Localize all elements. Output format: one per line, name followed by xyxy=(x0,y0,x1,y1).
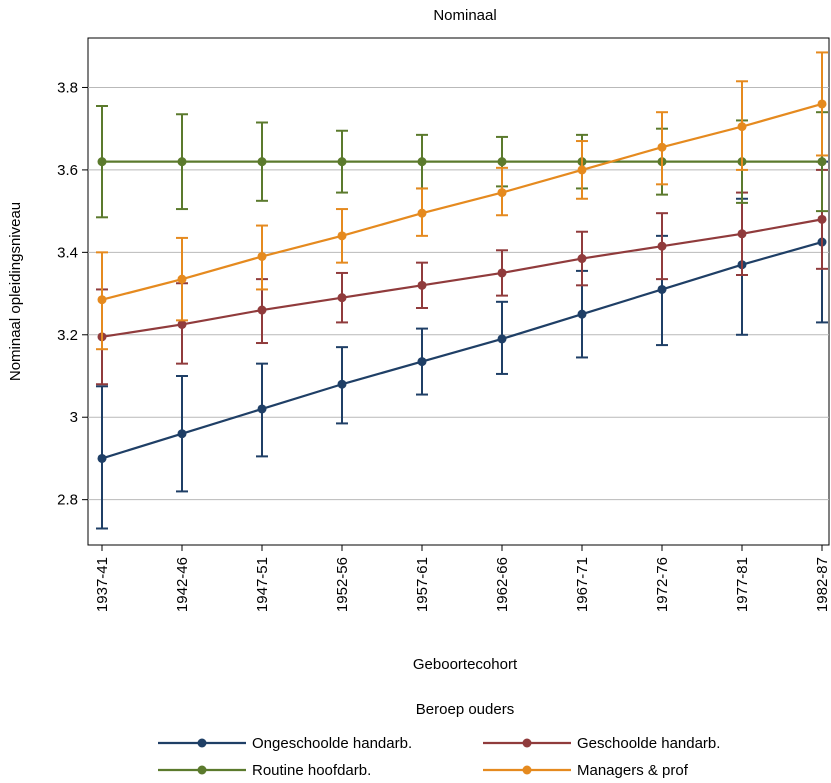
data-point xyxy=(577,254,587,264)
legend-marker xyxy=(197,738,207,748)
y-tick-label: 2.8 xyxy=(57,492,78,509)
x-tick-label: 1952-56 xyxy=(334,557,351,612)
series-line xyxy=(101,240,823,460)
data-point xyxy=(177,319,187,329)
series-layer xyxy=(96,51,828,530)
data-point xyxy=(97,453,107,463)
x-tick-label: 1962-66 xyxy=(494,557,511,612)
data-point xyxy=(577,309,587,319)
data-point xyxy=(497,268,507,278)
data-point xyxy=(497,334,507,344)
y-axis-label: Nominaal opleidingsniveau xyxy=(7,202,24,381)
data-point xyxy=(817,157,827,167)
legend-item: Geschoolde handarb. xyxy=(483,735,720,752)
data-point xyxy=(177,429,187,439)
data-point xyxy=(497,188,507,198)
legend-item: Routine hoofdarb. xyxy=(158,762,371,779)
y-tick-label: 3.4 xyxy=(57,244,78,261)
data-point xyxy=(417,157,427,167)
series-line xyxy=(101,102,823,301)
legend-item: Ongeschoolde handarb. xyxy=(158,735,412,752)
x-tick-label: 1947-51 xyxy=(254,557,271,612)
series-1 xyxy=(96,160,828,530)
data-point xyxy=(97,157,107,167)
x-tick-label: 1977-81 xyxy=(734,557,751,612)
legend: Ongeschoolde handarb. Geschoolde handarb.… xyxy=(158,735,720,779)
series-line xyxy=(101,218,823,338)
data-point xyxy=(97,295,107,305)
data-point xyxy=(737,122,747,132)
data-point xyxy=(417,280,427,290)
legend-label: Routine hoofdarb. xyxy=(252,762,371,779)
legend-label: Managers & prof xyxy=(577,762,689,779)
chart-title: Nominaal xyxy=(433,7,496,24)
x-tick-label: 1967-71 xyxy=(574,557,591,612)
data-point xyxy=(657,284,667,294)
legend-item: Managers & prof xyxy=(483,762,689,779)
data-point xyxy=(337,231,347,241)
data-point xyxy=(257,157,267,167)
data-point xyxy=(337,293,347,303)
legend-marker xyxy=(197,765,207,775)
x-tick-label: 1972-76 xyxy=(654,557,671,612)
legend-marker xyxy=(522,765,532,775)
series-4 xyxy=(96,51,828,351)
y-tick-label: 3.8 xyxy=(57,79,78,96)
plot-area xyxy=(87,37,830,546)
data-point xyxy=(817,99,827,109)
data-point xyxy=(817,214,827,224)
x-tick-label: 1942-46 xyxy=(174,557,191,612)
data-point xyxy=(657,142,667,152)
data-point xyxy=(577,165,587,175)
data-point xyxy=(497,157,507,167)
legend-label: Geschoolde handarb. xyxy=(577,735,720,752)
data-point xyxy=(417,208,427,218)
legend-marker xyxy=(522,738,532,748)
legend-label: Ongeschoolde handarb. xyxy=(252,735,412,752)
data-point xyxy=(257,251,267,261)
data-point xyxy=(657,241,667,251)
data-point xyxy=(257,404,267,414)
plot-frame xyxy=(87,37,830,546)
x-axis-label: Geboortecohort xyxy=(413,656,518,673)
legend-title: Beroep ouders xyxy=(416,701,514,718)
data-point xyxy=(337,157,347,167)
y-tick-label: 3.6 xyxy=(57,162,78,179)
data-point xyxy=(737,229,747,239)
gridlines xyxy=(88,86,829,501)
data-point xyxy=(177,157,187,167)
data-point xyxy=(257,305,267,315)
y-tick-label: 3.2 xyxy=(57,327,78,344)
data-point xyxy=(177,274,187,284)
data-point xyxy=(417,357,427,367)
data-point xyxy=(337,379,347,389)
y-tick-label: 3 xyxy=(70,409,78,426)
x-tick-label: 1937-41 xyxy=(94,557,111,612)
x-tick-label: 1957-61 xyxy=(414,557,431,612)
y-axis: 2.8 3 3.2 3.4 3.6 3.8 xyxy=(57,79,88,509)
x-tick-label: 1982-87 xyxy=(814,557,831,612)
x-axis: 1937-41 1942-46 1947-51 1952-56 1957-61 1962-… xyxy=(94,545,831,612)
